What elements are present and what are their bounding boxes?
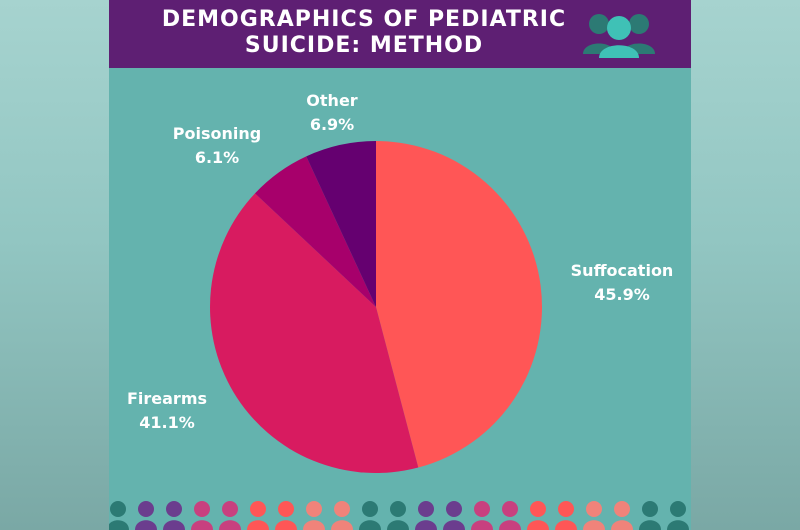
- pie-slice-suffocation: [376, 141, 542, 468]
- person-figure-icon: [415, 501, 437, 530]
- person-figure-icon: [219, 501, 241, 530]
- person-figure-icon: [611, 501, 633, 530]
- person-figure-icon: [247, 501, 269, 530]
- people-figure-row: [109, 501, 689, 530]
- header-banner: DEMOGRAPHICS OF PEDIATRIC SUICIDE: METHO…: [109, 0, 691, 68]
- person-figure-icon: [303, 501, 325, 530]
- person-figure-icon: [331, 501, 353, 530]
- pie-chart: Suffocation 45.9% Firearms 41.1% Poisoning 6.…: [127, 91, 674, 473]
- person-figure-icon: [191, 501, 213, 530]
- person-figure-icon: [387, 501, 409, 530]
- slice-value-poisoning: 6.1%: [195, 148, 239, 167]
- slice-label-other: Other: [306, 91, 357, 110]
- person-figure-icon: [471, 501, 493, 530]
- slice-label-poisoning: Poisoning: [173, 124, 261, 143]
- people-group-icon: [583, 14, 655, 58]
- person-figure-icon: [275, 501, 297, 530]
- page-title: DEMOGRAPHICS OF PEDIATRIC SUICIDE: METHO…: [161, 7, 567, 58]
- infographic-card: DEMOGRAPHICS OF PEDIATRIC SUICIDE: METHO…: [109, 0, 691, 530]
- person-figure-icon: [639, 501, 661, 530]
- person-figure-icon: [359, 501, 381, 530]
- person-figure-icon: [443, 501, 465, 530]
- slice-value-other: 6.9%: [310, 115, 354, 134]
- pie-slice-poisoning: [254, 156, 376, 307]
- person-figure-icon: [109, 501, 129, 530]
- person-figure-icon: [667, 501, 689, 530]
- person-figure-icon: [499, 501, 521, 530]
- slice-label-suffocation: Suffocation: [571, 261, 674, 280]
- slice-value-suffocation: 45.9%: [594, 285, 650, 304]
- person-figure-icon: [527, 501, 549, 530]
- person-figure-icon: [555, 501, 577, 530]
- slice-label-firearms: Firearms: [127, 389, 207, 408]
- person-figure-icon: [163, 501, 185, 530]
- pie-slice-firearms: [210, 193, 419, 473]
- slice-value-firearms: 41.1%: [139, 413, 195, 432]
- pie-slice-other: [306, 141, 376, 307]
- person-figure-icon: [583, 501, 605, 530]
- person-figure-icon: [135, 501, 157, 530]
